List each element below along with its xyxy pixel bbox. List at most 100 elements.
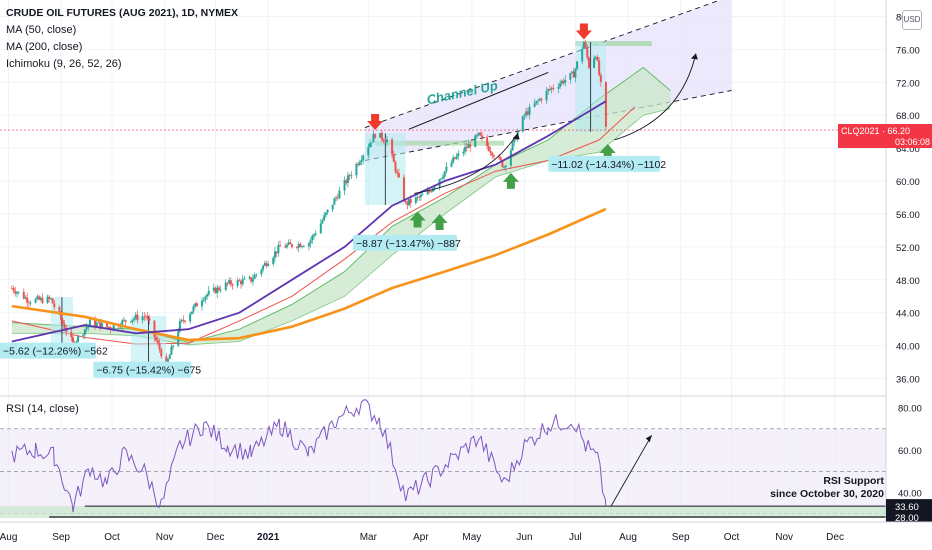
candle-body: [131, 319, 134, 322]
candle-body: [370, 142, 373, 144]
candle-body: [587, 57, 590, 68]
last-price-label: CLQ2021 · 66.20: [841, 126, 910, 136]
candle-body: [596, 56, 599, 61]
candle-body: [350, 175, 353, 177]
candle-body: [190, 311, 193, 315]
candle-body: [336, 197, 339, 199]
candle-body: [224, 282, 227, 290]
rsi-tick-label: 60.00: [898, 446, 922, 457]
candle-body: [262, 265, 265, 270]
red-down-arrow: [367, 114, 384, 131]
candle-body: [26, 297, 29, 303]
time-tick-label: Jun: [516, 532, 532, 543]
candle-body: [253, 275, 256, 279]
candle-body: [547, 89, 550, 91]
legend-rsi[interactable]: RSI (14, close): [6, 403, 79, 415]
candle-body: [462, 151, 465, 154]
candle-body: [27, 302, 30, 304]
support-band: [375, 140, 505, 146]
price-tick-label: 36.00: [896, 375, 920, 386]
legend-ma200[interactable]: MA (200, close): [6, 41, 83, 53]
candle-body: [178, 321, 181, 332]
green-up-arrow: [431, 213, 448, 230]
measure-label: −8.87 (−13.47%) −887: [356, 238, 461, 250]
rsi-projection-arrowhead: [645, 435, 652, 443]
candle-body: [172, 345, 175, 347]
candle-body: [289, 242, 292, 245]
candle-body: [170, 346, 173, 355]
candle-body: [385, 139, 388, 143]
candle-body: [509, 150, 512, 166]
candle-body: [489, 150, 492, 153]
candle-body: [491, 152, 494, 156]
candle-body: [408, 199, 411, 206]
projection-arrowhead: [690, 53, 698, 60]
candle-body: [335, 197, 338, 199]
candle-body: [404, 200, 407, 202]
candle-body: [228, 280, 231, 284]
candle-body: [112, 325, 115, 330]
projection-curve: [414, 133, 519, 194]
rsi-annotation-line1: RSI Support: [823, 475, 884, 487]
candle-body: [469, 144, 472, 148]
candle-body: [457, 153, 460, 157]
legend-ichimoku[interactable]: Ichimoku (9, 26, 52, 26): [6, 58, 122, 70]
candle-body: [525, 111, 528, 116]
time-axis-bg: [0, 522, 932, 550]
measure-label-box: [353, 234, 458, 251]
currency-button[interactable]: USD: [902, 10, 922, 30]
candle-body: [267, 264, 270, 267]
price-tick-label: 68.00: [896, 111, 920, 122]
candle-body: [394, 162, 397, 172]
candle-body: [452, 157, 455, 163]
candle-body: [475, 135, 478, 137]
candle-body: [272, 257, 275, 265]
candle-body: [287, 242, 290, 245]
candle-body: [537, 100, 540, 102]
candle-body: [442, 176, 444, 179]
countdown-label: 03:06:08: [895, 137, 930, 147]
time-tick-label: Aug: [0, 532, 17, 543]
candle-body: [97, 322, 100, 324]
rsi-tick-label: 40.00: [898, 489, 922, 500]
candle-body: [12, 288, 15, 292]
candle-body: [248, 277, 251, 279]
candle-body: [501, 160, 504, 167]
candle-body: [46, 296, 49, 303]
candle-body: [440, 178, 443, 180]
candle-body: [285, 244, 288, 248]
candle-body: [41, 297, 44, 303]
candle-body: [165, 356, 168, 362]
candle-body: [360, 160, 363, 163]
candle-body: [331, 204, 334, 210]
rsi-floor-label-bg: [886, 510, 932, 524]
rsi-annotation-line2: since October 30, 2020: [770, 488, 884, 500]
candle-body: [189, 314, 192, 322]
candle-body: [107, 326, 110, 328]
candle-body: [467, 144, 470, 149]
candle-body: [214, 287, 217, 294]
candle-body: [85, 327, 88, 330]
candle-body: [445, 166, 448, 172]
candle-body: [51, 298, 54, 304]
candle-body: [477, 132, 480, 136]
candle-body: [324, 212, 327, 216]
candle-body: [307, 243, 310, 247]
legend-ma50[interactable]: MA (50, close): [6, 24, 77, 36]
candle-body: [22, 291, 25, 299]
candle-body: [513, 137, 516, 143]
candle-body: [540, 98, 543, 101]
time-axis: Aug Sep Oct Nov Dec 2021 Mar Apr May Jun Jul Aug Sep…: [0, 521, 932, 550]
candle-body: [586, 47, 589, 58]
candle-body: [251, 278, 254, 282]
candle-body: [134, 314, 137, 319]
candle-body: [314, 233, 317, 235]
candle-body: [380, 132, 383, 140]
price-tick-label: 52.00: [896, 243, 920, 254]
rsi-floor-label: 28.00: [895, 513, 919, 524]
rsi-support-label: 33.60: [895, 502, 919, 513]
candle-body: [594, 56, 597, 59]
candle-body: [581, 48, 584, 62]
